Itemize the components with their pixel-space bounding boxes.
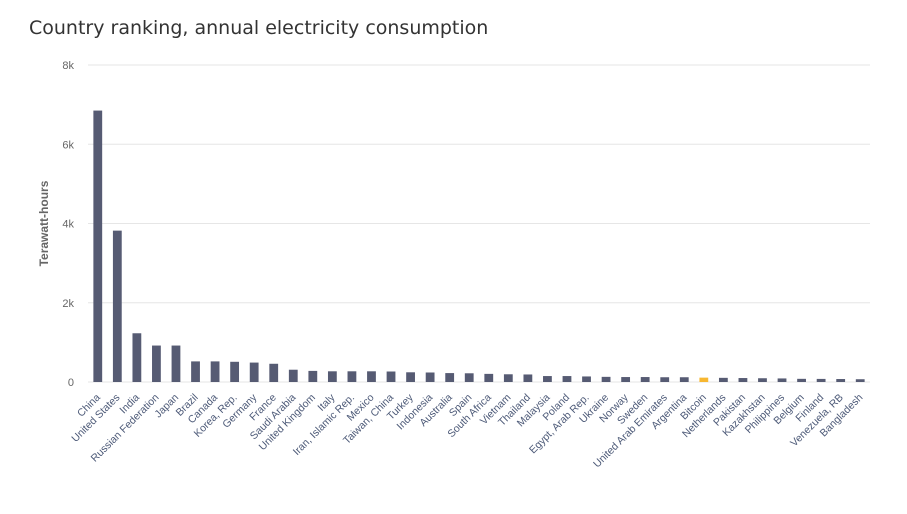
bar <box>758 378 767 382</box>
bar <box>699 377 709 382</box>
bar <box>855 379 865 382</box>
bar <box>601 376 611 382</box>
y-tick-label: 4k <box>62 219 74 231</box>
y-tick-label: 0 <box>68 377 74 389</box>
bar <box>718 377 728 382</box>
bar <box>210 361 220 382</box>
bar <box>738 378 748 382</box>
bar <box>308 370 318 382</box>
bar <box>406 372 415 382</box>
bar <box>249 362 259 382</box>
y-tick-label: 8k <box>62 60 74 72</box>
bar <box>288 369 298 382</box>
bar <box>445 373 455 382</box>
chart-title: Country ranking, annual electricity cons… <box>29 17 489 39</box>
bar <box>386 371 396 382</box>
bar <box>152 345 161 382</box>
bar <box>523 374 533 382</box>
bar <box>621 377 631 382</box>
bar <box>425 372 435 382</box>
y-tick-label: 6k <box>62 139 74 151</box>
bar <box>640 377 650 382</box>
bar <box>327 371 337 382</box>
bar <box>132 333 142 382</box>
bar <box>836 379 846 382</box>
bar <box>562 376 572 382</box>
bar <box>367 371 376 382</box>
bar <box>230 361 240 382</box>
bar <box>464 373 474 382</box>
bar <box>112 230 122 382</box>
bar <box>816 378 826 382</box>
bar <box>484 373 494 382</box>
bar <box>171 345 181 382</box>
bar <box>660 377 670 382</box>
bar <box>269 363 279 382</box>
bar <box>543 376 552 382</box>
bar <box>93 110 103 382</box>
bar <box>582 376 591 382</box>
y-tick-label: 2k <box>62 298 74 310</box>
bar <box>503 374 513 382</box>
bar <box>347 371 357 382</box>
bar <box>191 361 200 382</box>
y-axis-title: Terawatt-hours <box>37 180 51 266</box>
bar <box>797 378 806 382</box>
bar <box>777 378 787 382</box>
bar <box>679 377 689 382</box>
